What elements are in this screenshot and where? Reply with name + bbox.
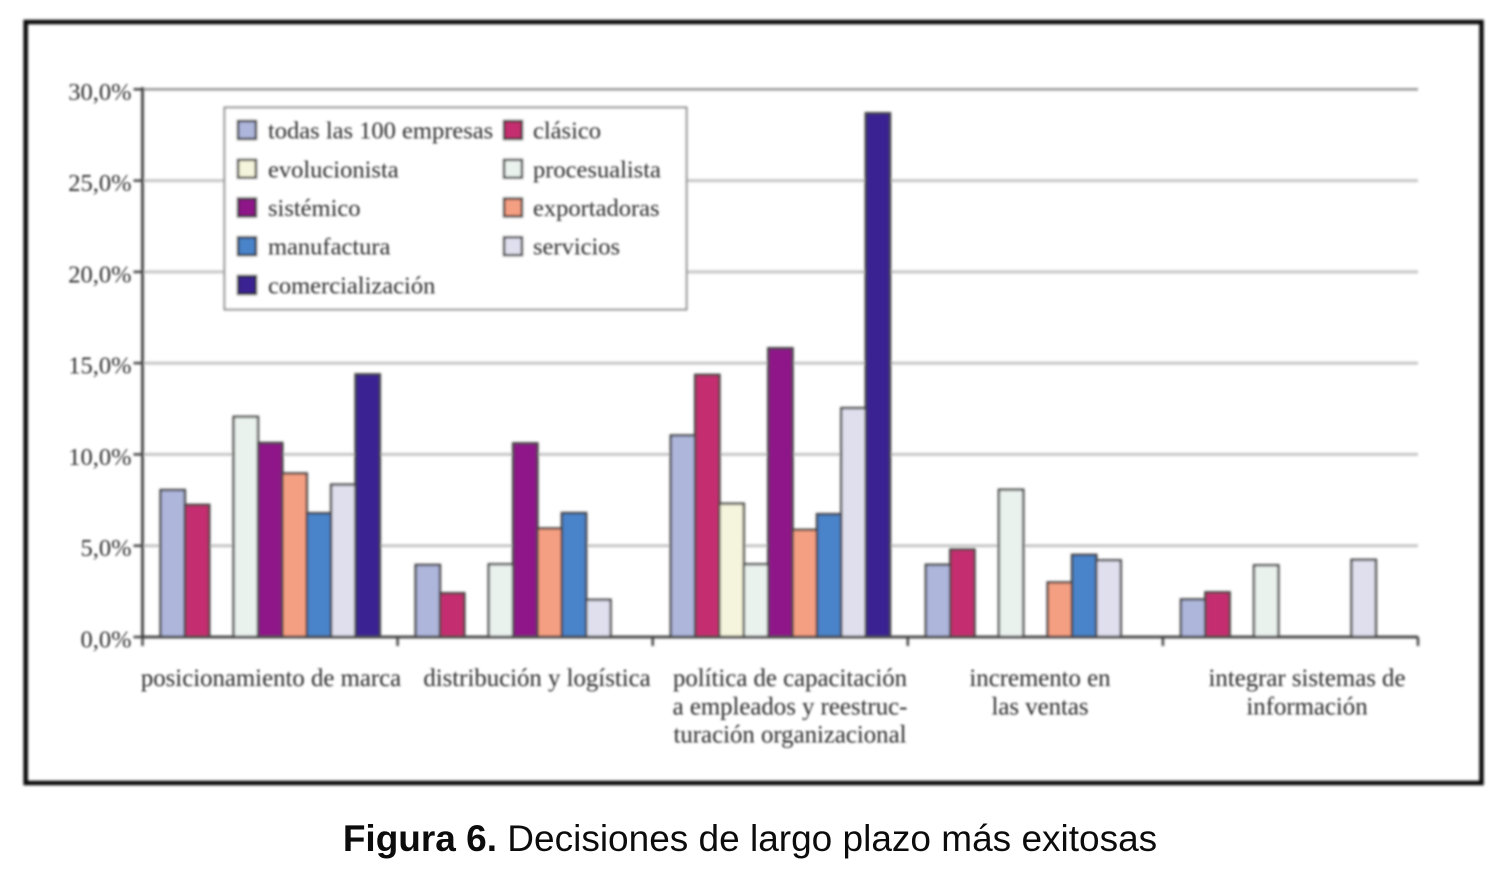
svg-text:información: información xyxy=(1246,693,1368,720)
svg-text:5,0%: 5,0% xyxy=(80,535,131,562)
svg-text:distribución y logística: distribución y logística xyxy=(423,665,650,692)
svg-text:sistémico: sistémico xyxy=(268,195,361,222)
svg-text:0,0%: 0,0% xyxy=(80,627,131,654)
svg-text:comercialización: comercialización xyxy=(268,273,435,300)
svg-text:exportadoras: exportadoras xyxy=(533,195,660,222)
svg-text:posicionamiento de marca: posicionamiento de marca xyxy=(141,665,401,692)
svg-text:turación organizacional: turación organizacional xyxy=(674,722,907,749)
svg-text:25,0%: 25,0% xyxy=(68,170,131,197)
svg-text:procesualista: procesualista xyxy=(533,156,661,183)
svg-text:15,0%: 15,0% xyxy=(68,353,131,380)
svg-text:30,0%: 30,0% xyxy=(68,79,131,106)
svg-text:10,0%: 10,0% xyxy=(68,444,131,471)
svg-text:incremento en: incremento en xyxy=(969,665,1111,692)
svg-text:manufactura: manufactura xyxy=(268,234,391,261)
svg-text:20,0%: 20,0% xyxy=(68,261,131,288)
svg-text:política de capacitación: política de capacitación xyxy=(673,665,908,692)
svg-text:todas las 100 empresas: todas las 100 empresas xyxy=(268,118,493,145)
svg-text:evolucionista: evolucionista xyxy=(268,156,399,183)
svg-text:las ventas: las ventas xyxy=(991,693,1088,720)
svg-text:integrar sistemas de: integrar sistemas de xyxy=(1209,665,1406,692)
svg-text:clásico: clásico xyxy=(533,118,601,145)
svg-text:a empleados y reestruc-: a empleados y reestruc- xyxy=(673,693,908,720)
svg-text:servicios: servicios xyxy=(533,234,620,261)
